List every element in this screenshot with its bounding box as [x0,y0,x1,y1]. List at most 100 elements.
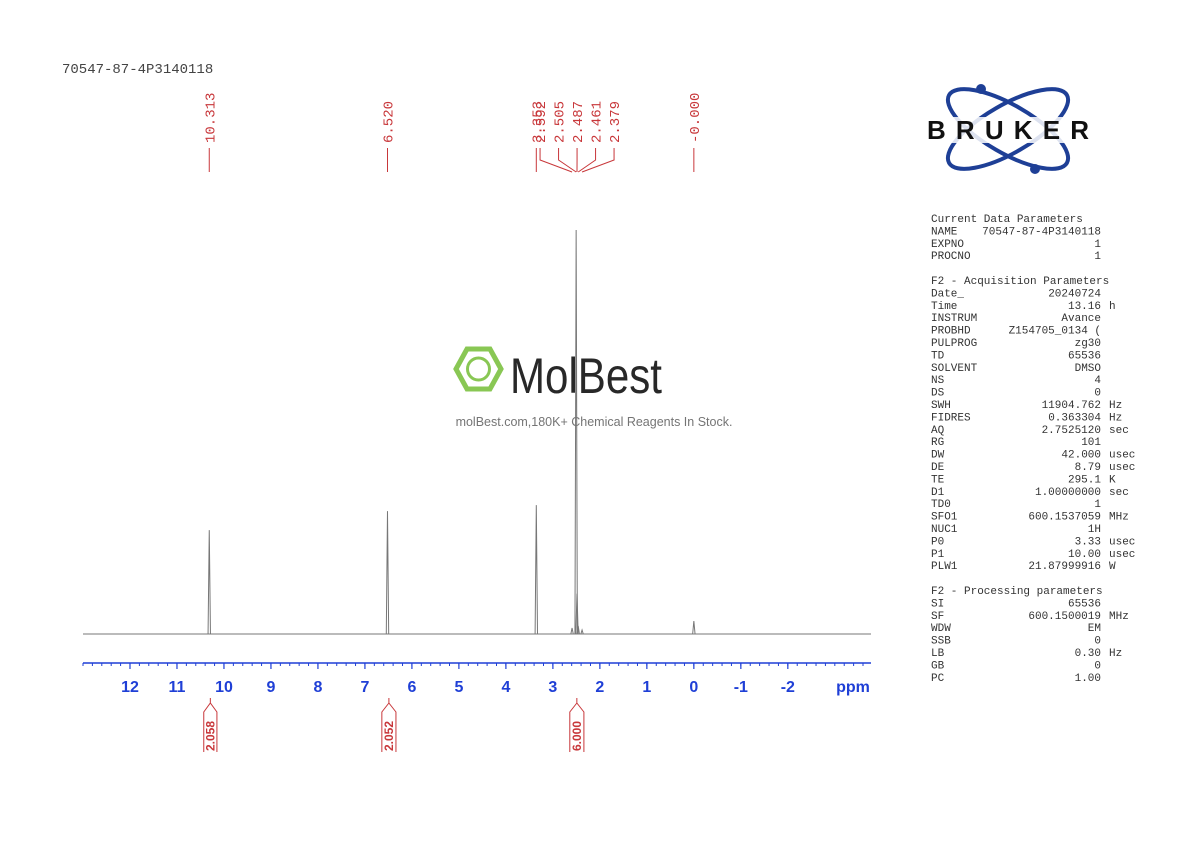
parameter-unit: Hz [1109,648,1122,660]
parameter-value: DMSO [1075,363,1102,375]
parameter-value: 65536 [1068,598,1101,610]
parameter-unit: usec [1109,450,1135,462]
parameter-unit: usec [1109,549,1135,561]
parameter-name: NS [931,375,945,387]
parameter-value: 42.000 [1061,450,1101,462]
parameter-unit: sec [1109,487,1129,499]
parameter-unit: usec [1109,462,1135,474]
peak-label: 6.520 [381,101,397,143]
parameter-unit: usec [1109,536,1135,548]
watermark-name: MolBest [510,348,662,404]
parameter-name: SSB [931,636,951,648]
integral-label: 2.058 [203,721,217,751]
parameter-name: P1 [931,549,945,561]
x-axis-label: ppm [836,679,870,696]
parameter-value: 0 [1094,660,1101,672]
parameter-name: LB [931,648,945,660]
parameter-unit: Hz [1109,400,1122,412]
peak [207,530,211,635]
parameter-name: NUC1 [931,524,958,536]
x-tick-label: 10 [215,679,233,696]
parameter-value: 600.1500019 [1028,611,1101,623]
peak-label: -0.000 [688,93,704,143]
parameter-unit: W [1109,561,1116,573]
parameter-value: 101 [1081,437,1101,449]
parameter-value: EM [1088,623,1101,635]
parameter-value: 1H [1088,524,1101,536]
parameter-value: 13.16 [1068,301,1101,313]
parameter-unit: Hz [1109,412,1122,424]
peak-label: 10.313 [203,93,219,143]
parameter-value: 3.33 [1075,536,1101,548]
logo-dot [976,84,986,94]
parameter-name: PULPROG [931,338,977,350]
x-tick-label: 8 [313,679,322,696]
parameter-unit: MHz [1109,512,1129,524]
parameter-value: 20240724 [1048,288,1101,300]
watermark-slogan: molBest.com,180K+ Chemical Reagents In S… [456,415,733,429]
integral-label: 2.052 [382,721,396,751]
peak-leader [581,148,615,173]
parameter-name: INSTRUM [931,313,977,325]
parameter-name: SFO1 [931,512,958,524]
peak-leader [558,148,577,173]
watermark-ring [466,356,491,382]
peak-label: 3.353 [530,101,546,143]
parameter-name: PLW1 [931,561,958,573]
parameter-unit: MHz [1109,611,1129,623]
parameter-value: 4 [1094,375,1101,387]
parameter-name: DW [931,450,945,462]
parameter-value: 8.79 [1075,462,1101,474]
logo-dot [1030,164,1040,174]
peak-leader [539,148,573,173]
parameter-name: WDW [931,623,951,635]
parameter-name: PC [931,673,945,685]
parameter-name: GB [931,660,945,672]
peak-label: 2.592 [534,101,550,143]
peak-label: 2.379 [608,101,624,143]
x-tick-label: 9 [267,679,276,696]
parameter-value: 1 [1094,239,1101,251]
parameter-name: SI [931,598,944,610]
logo-orbit [945,87,1071,171]
integral-label: 6.000 [570,721,584,751]
x-tick-label: 6 [407,679,416,696]
sample-name: 70547-87-4P3140118 [62,62,213,78]
peak [385,511,390,635]
x-tick-label: 7 [360,679,369,696]
integral-bracket [569,698,585,752]
parameter-unit: K [1109,474,1116,486]
parameter-value: 1.00000000 [1035,487,1101,499]
parameter-value: 295.1 [1068,474,1101,486]
parameter-value: 0.363304 [1048,412,1101,424]
parameter-name: SWH [931,400,951,412]
peak-label: 2.505 [553,101,569,143]
parameter-value: 1 [1094,499,1101,511]
peak [574,229,578,635]
x-tick-label: -2 [781,679,795,696]
parameter-unit: h [1109,301,1116,313]
x-tick-label: 3 [548,679,557,696]
parameter-name: TE [931,474,945,486]
parameter-value: 21.87999916 [1028,561,1101,573]
parameter-name: AQ [931,425,945,437]
parameter-name: TD [931,350,945,362]
parameter-value: 0.30 [1075,648,1101,660]
parameter-name: PROBHD [931,326,971,338]
parameter-name: DS [931,388,945,400]
x-tick-label: 1 [642,679,651,696]
peak [580,628,584,635]
peak [575,593,579,635]
parameter-name: D1 [931,487,945,499]
watermark-hexagon [453,346,504,392]
logo-orbit [945,87,1071,171]
peak-label: 2.487 [571,101,587,143]
x-tick-label: 4 [501,679,510,696]
parameter-name: Time [931,301,957,313]
parameter-value: 0 [1094,636,1101,648]
parameter-unit: sec [1109,425,1129,437]
x-tick-label: 11 [169,679,186,696]
parameter-value: 10.00 [1068,549,1101,561]
